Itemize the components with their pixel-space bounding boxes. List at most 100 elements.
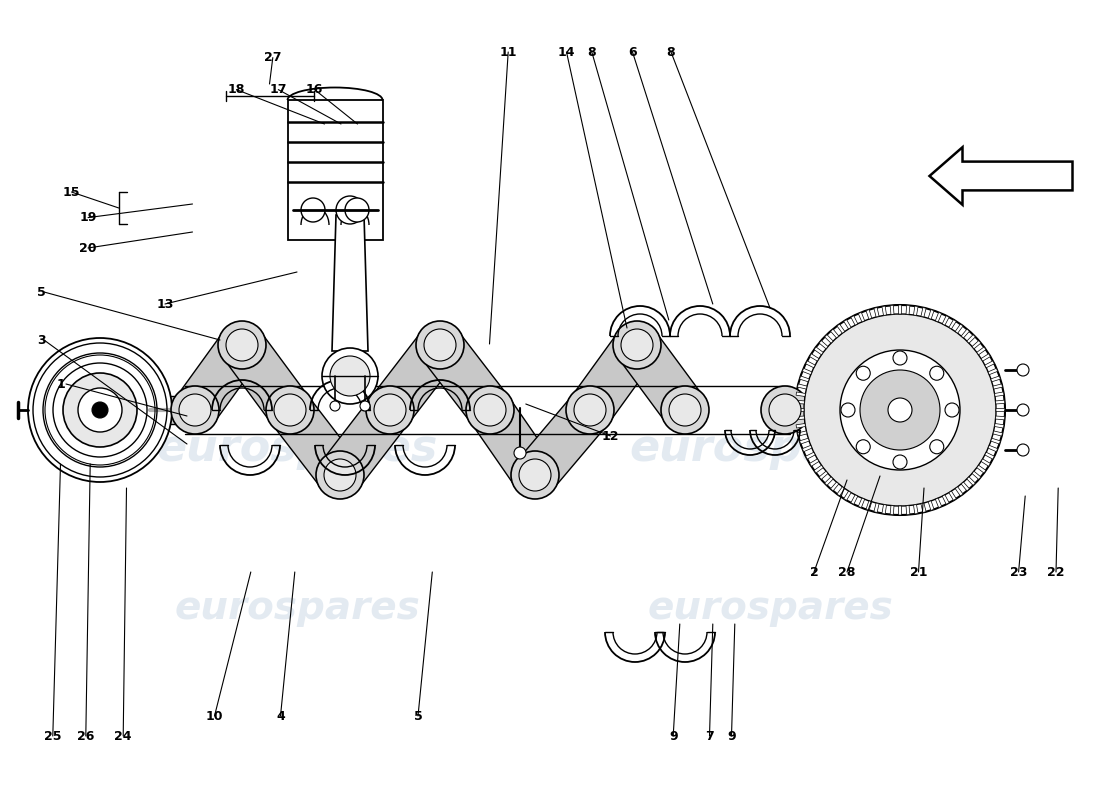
Circle shape [366,386,414,434]
Circle shape [28,338,172,482]
Circle shape [78,388,122,432]
Circle shape [1018,364,1028,376]
Text: 10: 10 [206,710,223,722]
Polygon shape [795,416,804,420]
Polygon shape [955,486,962,496]
Text: 4: 4 [276,710,285,722]
Circle shape [842,403,855,417]
Circle shape [804,314,996,506]
Circle shape [218,321,266,369]
Polygon shape [967,334,976,343]
Polygon shape [977,466,986,473]
Circle shape [360,401,370,411]
Circle shape [330,356,370,396]
Circle shape [761,386,808,434]
Circle shape [424,329,456,361]
Polygon shape [851,316,858,325]
Polygon shape [882,505,887,514]
Polygon shape [814,466,823,473]
Text: 8: 8 [667,46,675,58]
Polygon shape [890,506,894,514]
Polygon shape [981,354,990,361]
Polygon shape [798,384,807,389]
Polygon shape [890,306,894,314]
Polygon shape [935,312,942,322]
Polygon shape [800,376,810,382]
Circle shape [888,398,912,422]
Text: 12: 12 [602,430,619,442]
Circle shape [840,350,960,470]
Polygon shape [814,347,823,354]
Text: 13: 13 [156,298,174,310]
Polygon shape [899,506,902,515]
Polygon shape [796,392,805,397]
Polygon shape [223,331,308,423]
Polygon shape [991,376,1000,382]
Polygon shape [517,395,607,490]
Circle shape [416,321,464,369]
Polygon shape [837,324,845,334]
Polygon shape [972,341,981,349]
Text: eurospares: eurospares [629,426,911,470]
Circle shape [316,451,364,499]
Polygon shape [906,506,910,514]
Polygon shape [795,408,804,412]
Polygon shape [471,397,553,488]
Polygon shape [921,307,926,317]
Polygon shape [372,331,458,424]
Circle shape [466,386,514,434]
Text: 14: 14 [558,46,575,58]
Text: 23: 23 [1010,566,1027,578]
Text: 11: 11 [499,46,517,58]
Polygon shape [906,306,910,314]
Polygon shape [830,329,839,338]
Circle shape [930,366,944,380]
Circle shape [179,394,211,426]
Polygon shape [984,361,994,368]
Circle shape [322,348,378,404]
Polygon shape [913,505,918,514]
Polygon shape [996,400,1004,404]
Circle shape [856,366,870,380]
Polygon shape [921,503,926,513]
Text: 22: 22 [1047,566,1065,578]
Circle shape [945,403,959,417]
Text: 27: 27 [264,51,282,64]
Polygon shape [422,331,508,424]
Polygon shape [873,307,879,317]
Circle shape [63,373,138,447]
Text: eurospares: eurospares [174,589,420,627]
Polygon shape [955,324,962,334]
Polygon shape [928,310,934,319]
Circle shape [769,394,801,426]
Polygon shape [272,396,359,489]
Polygon shape [996,408,1005,412]
Polygon shape [967,477,976,486]
Polygon shape [332,215,368,351]
Circle shape [514,447,526,459]
Polygon shape [993,431,1002,436]
Circle shape [893,351,907,365]
Polygon shape [798,431,807,436]
Circle shape [856,440,870,454]
Circle shape [795,305,1005,515]
Polygon shape [866,501,872,510]
Polygon shape [991,438,1000,444]
Polygon shape [287,100,383,240]
Polygon shape [972,471,981,479]
Circle shape [893,455,907,469]
Polygon shape [961,482,969,491]
Text: 24: 24 [114,730,132,742]
Circle shape [324,459,356,491]
Circle shape [621,329,653,361]
Text: 2: 2 [810,566,818,578]
Circle shape [860,370,940,450]
Polygon shape [844,491,851,500]
Circle shape [519,459,551,491]
Circle shape [374,394,406,426]
Circle shape [1018,444,1028,456]
Text: eurospares: eurospares [647,589,893,627]
Polygon shape [988,368,998,374]
Polygon shape [873,503,879,513]
Text: 17: 17 [270,83,287,96]
